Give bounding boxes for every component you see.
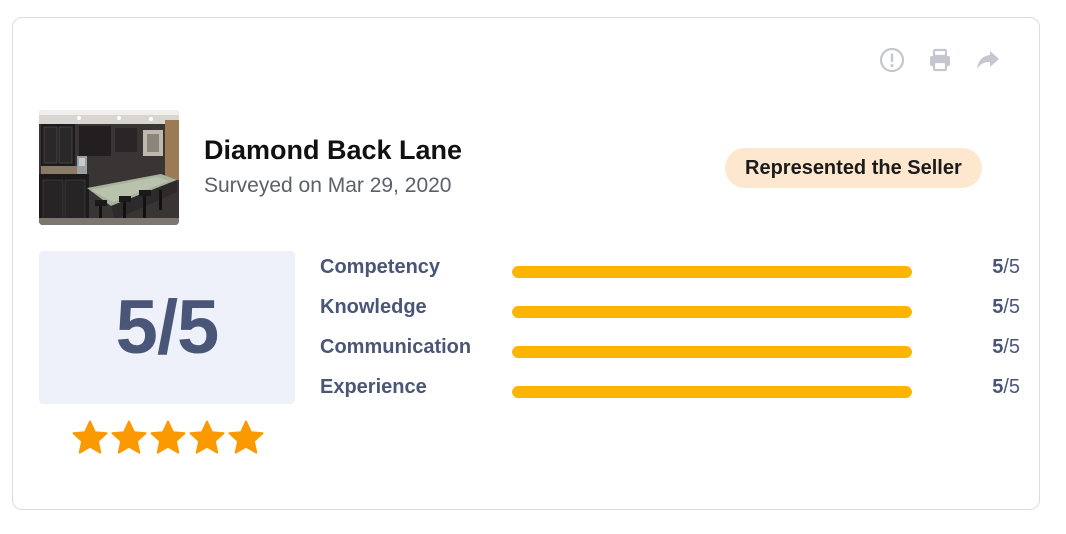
survey-date: Surveyed on Mar 29, 2020 [204, 174, 452, 197]
metric-bar-fill [512, 306, 912, 318]
metric-score: 5 [992, 296, 1004, 318]
metric-label: Communication [320, 336, 472, 358]
metric-bar-fill [512, 386, 912, 398]
metric-max: /5 [1003, 296, 1020, 318]
property-title: Diamond Back Lane [204, 135, 463, 165]
metric-list: Competency 5/5 Knowledge 5/5 Communication 5/… [320, 254, 1020, 414]
metric-value: 5/5 [992, 256, 1020, 279]
metric-value: 5/5 [992, 296, 1020, 319]
star-icon [149, 419, 187, 456]
metric-bar-track [512, 346, 912, 358]
star-rating [71, 419, 265, 456]
report-icon[interactable] [879, 47, 905, 73]
metric-max: /5 [1003, 336, 1020, 358]
metric-max: /5 [1003, 376, 1020, 398]
role-badge: Represented the Seller [725, 148, 982, 188]
overall-score-box: 5/5 [39, 251, 295, 404]
metric-score: 5 [992, 336, 1004, 358]
metric-score: 5 [992, 376, 1004, 398]
share-icon[interactable] [975, 47, 1001, 73]
metric-row: Knowledge 5/5 [320, 294, 1020, 334]
star-icon [110, 419, 148, 456]
metric-score: 5 [992, 256, 1004, 278]
metric-value: 5/5 [992, 376, 1020, 399]
metric-label: Knowledge [320, 296, 427, 318]
review-card: Diamond Back Lane Surveyed on Mar 29, 20… [12, 17, 1040, 510]
metric-bar-track [512, 266, 912, 278]
metric-bar-track [512, 306, 912, 318]
metric-bar-track [512, 386, 912, 398]
metric-row: Experience 5/5 [320, 374, 1020, 414]
property-photo [39, 110, 179, 225]
metric-value: 5/5 [992, 336, 1020, 359]
metric-label: Experience [320, 376, 427, 398]
metric-row: Competency 5/5 [320, 254, 1020, 294]
overall-score: 5/5 [115, 285, 220, 370]
metric-row: Communication 5/5 [320, 334, 1020, 374]
card-actions [879, 47, 1001, 73]
metric-bar-fill [512, 346, 912, 358]
star-icon [71, 419, 109, 456]
metric-max: /5 [1003, 256, 1020, 278]
star-icon [188, 419, 226, 456]
metric-bar-fill [512, 266, 912, 278]
print-icon[interactable] [927, 47, 953, 73]
metric-label: Competency [320, 256, 441, 278]
star-icon [227, 419, 265, 456]
